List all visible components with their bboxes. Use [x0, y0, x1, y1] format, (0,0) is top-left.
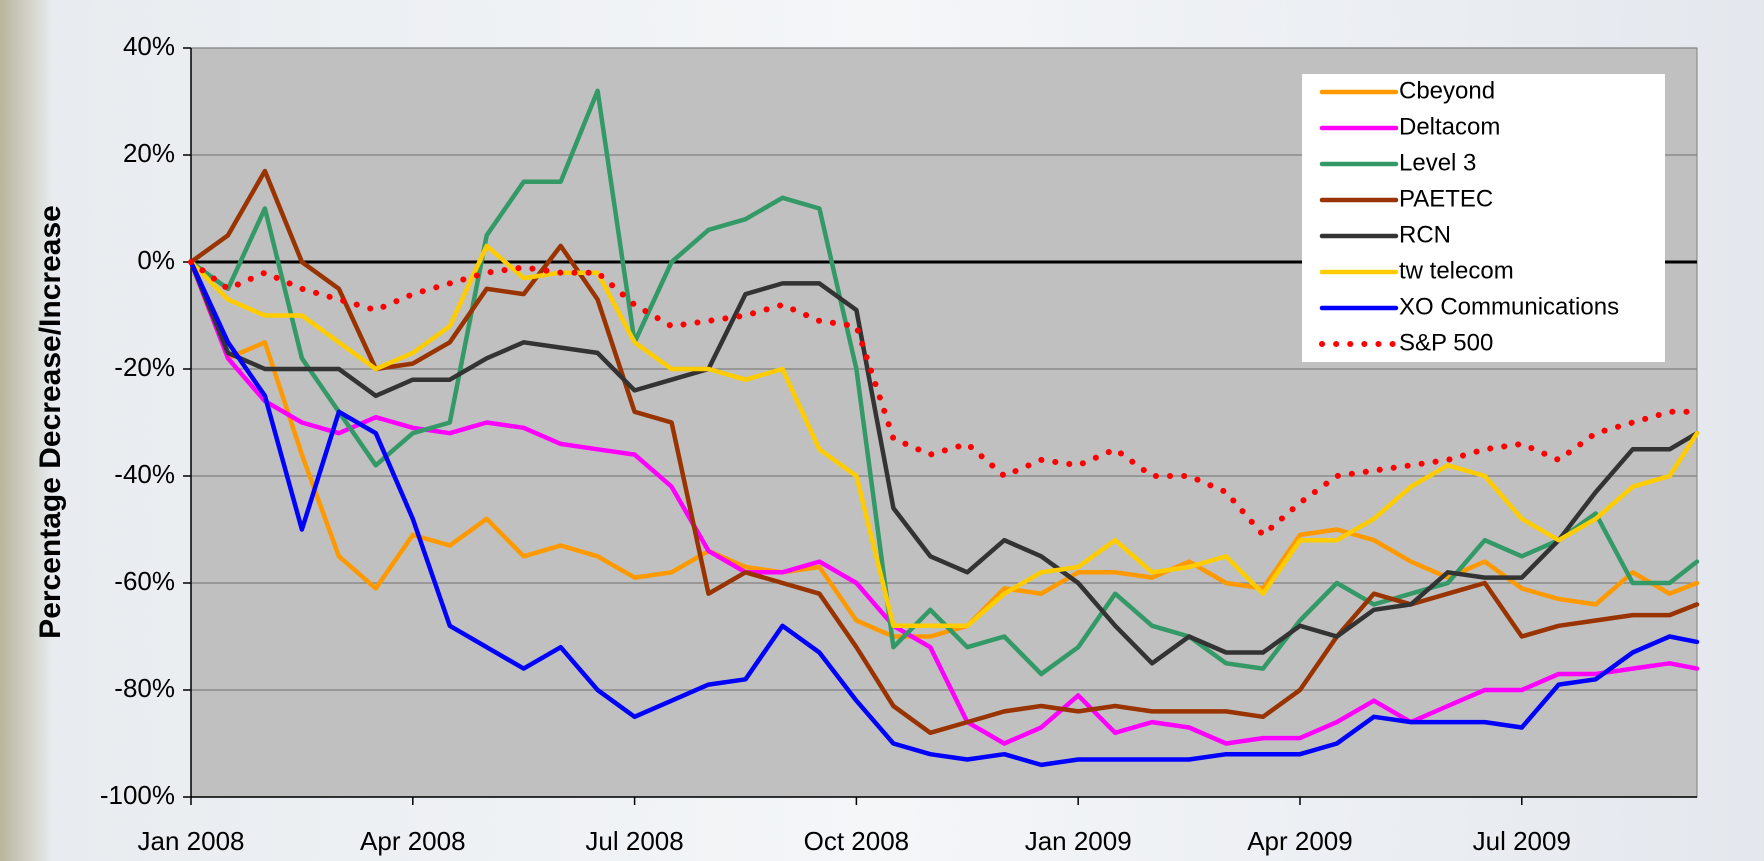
x-tick-label: Jul 2009	[1473, 826, 1571, 856]
x-tick-label: Apr 2008	[360, 826, 466, 856]
y-tick-label: -40%	[114, 459, 175, 489]
x-tick-label: Apr 2009	[1247, 826, 1353, 856]
legend-label: S&P 500	[1399, 329, 1493, 356]
series-line	[188, 243, 1700, 629]
x-tick-label: Jan 2009	[1025, 826, 1132, 856]
series-line	[188, 259, 1700, 746]
x-tick-label: Oct 2008	[804, 826, 910, 856]
y-tick-label: 0%	[137, 245, 175, 275]
y-tick-label: -20%	[114, 352, 175, 382]
y-tick-label: 40%	[123, 31, 175, 61]
legend-label: tw telecom	[1399, 257, 1514, 284]
legend-label: Level 3	[1399, 149, 1476, 176]
legend-label: RCN	[1399, 221, 1451, 248]
y-tick-label: -60%	[114, 566, 175, 596]
series-line	[188, 259, 1700, 666]
series-line	[188, 259, 1700, 768]
y-tick-label: 20%	[123, 138, 175, 168]
legend-box	[1302, 74, 1665, 362]
y-tick-label: -80%	[114, 673, 175, 703]
series-line	[188, 168, 1700, 736]
y-tick-label: -100%	[100, 780, 175, 810]
y-axis-label: Percentage Decrease/Increase	[34, 205, 67, 639]
legend-label: XO Communications	[1399, 293, 1619, 320]
x-tick-label: Jan 2008	[138, 826, 245, 856]
legend-label: Deltacom	[1399, 113, 1500, 140]
legend-label: PAETEC	[1399, 185, 1493, 212]
series-line	[188, 88, 1700, 677]
legend-label: Cbeyond	[1399, 77, 1495, 104]
x-tick-label: Jul 2008	[585, 826, 683, 856]
